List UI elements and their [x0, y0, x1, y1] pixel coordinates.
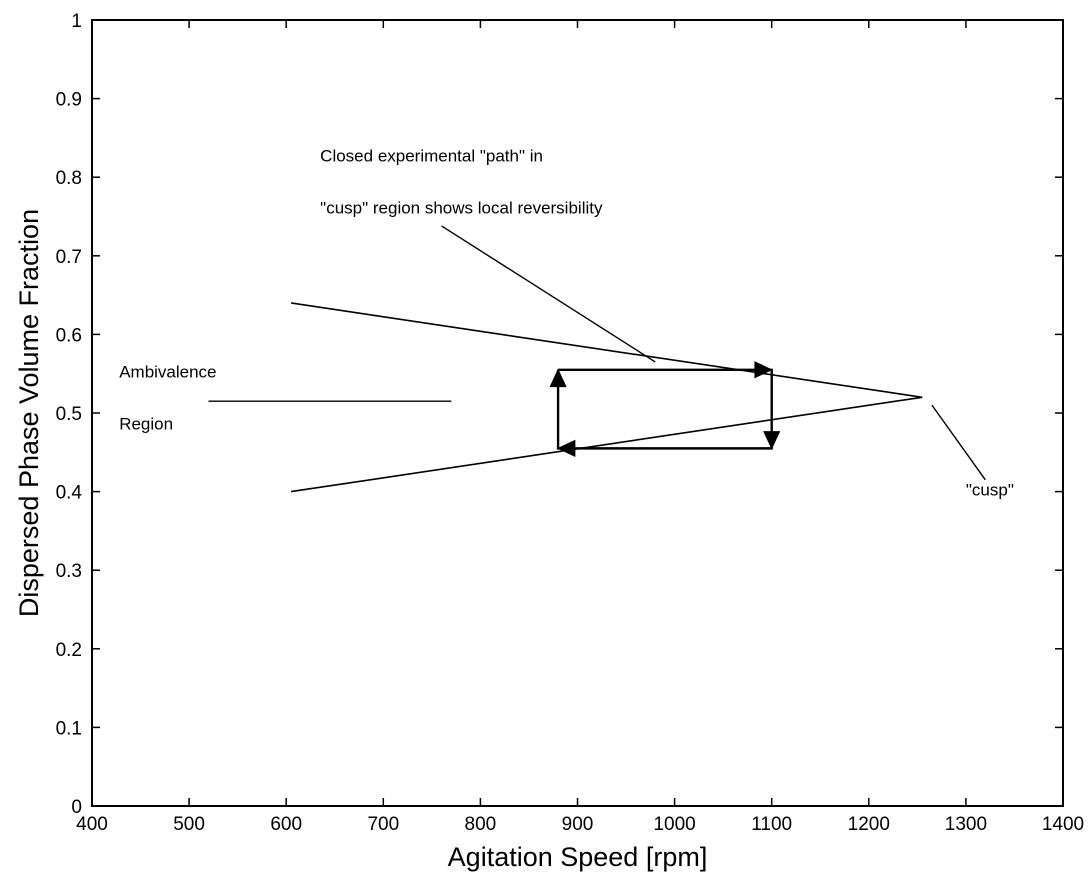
annotation-text: "cusp" — [966, 481, 1014, 500]
x-tick-label: 500 — [173, 814, 205, 835]
series-lines — [290, 302, 923, 493]
annotation-text: Ambivalence — [119, 363, 216, 382]
arrowhead — [754, 361, 773, 379]
y-tick-label: 1 — [71, 11, 82, 32]
axis-ticks — [91, 19, 1064, 807]
annotation-pointer — [441, 225, 656, 363]
y-tick-label: 0 — [71, 797, 82, 818]
x-tick-label: 600 — [270, 814, 302, 835]
y-tick-label: 0.8 — [56, 168, 82, 189]
plot-frame — [91, 19, 1064, 807]
x-tick-label: 900 — [562, 814, 594, 835]
x-tick-label: 1200 — [848, 814, 890, 835]
axis-tick-labels: 400 500 600 700 800 900 1000 1100 1200 1300 1400 0 0… — [56, 11, 1085, 835]
x-tick-label: 1300 — [945, 814, 987, 835]
annotation-pointer — [931, 404, 986, 481]
annotation-text: Closed experimental "path" in — [320, 146, 543, 165]
arrowhead — [763, 431, 781, 450]
x-tick-label: 400 — [76, 814, 108, 835]
series-line — [290, 302, 923, 399]
arrowhead — [556, 439, 576, 457]
y-tick-label: 0.1 — [56, 718, 82, 739]
y-tick-label: 0.9 — [56, 90, 82, 111]
annotation-text: "cusp" region shows local reversibility — [320, 198, 603, 217]
x-tick-label: 1100 — [751, 814, 792, 835]
y-tick-label: 0.4 — [56, 483, 83, 504]
y-tick-label: 0.6 — [56, 325, 82, 346]
y-axis-title: Dispersed Phase Volume Fraction — [14, 209, 44, 617]
annotation-text: Region — [119, 415, 173, 434]
path-line — [556, 368, 773, 450]
x-tick-label: 700 — [367, 814, 399, 835]
y-tick-label: 0.5 — [56, 404, 82, 425]
x-axis-title: Agitation Speed [rpm] — [448, 842, 708, 872]
x-tick-label: 1400 — [1042, 814, 1084, 835]
x-tick-label: 800 — [465, 814, 497, 835]
y-tick-label: 0.3 — [56, 561, 82, 582]
annotations: Closed experimental "path" in "cusp" regi… — [119, 146, 1014, 499]
experimental-path — [549, 361, 781, 457]
series-line — [290, 396, 923, 493]
y-tick-label: 0.7 — [56, 247, 82, 268]
arrowhead — [549, 368, 567, 388]
x-tick-label: 1000 — [653, 814, 695, 835]
y-tick-label: 0.2 — [56, 640, 82, 661]
